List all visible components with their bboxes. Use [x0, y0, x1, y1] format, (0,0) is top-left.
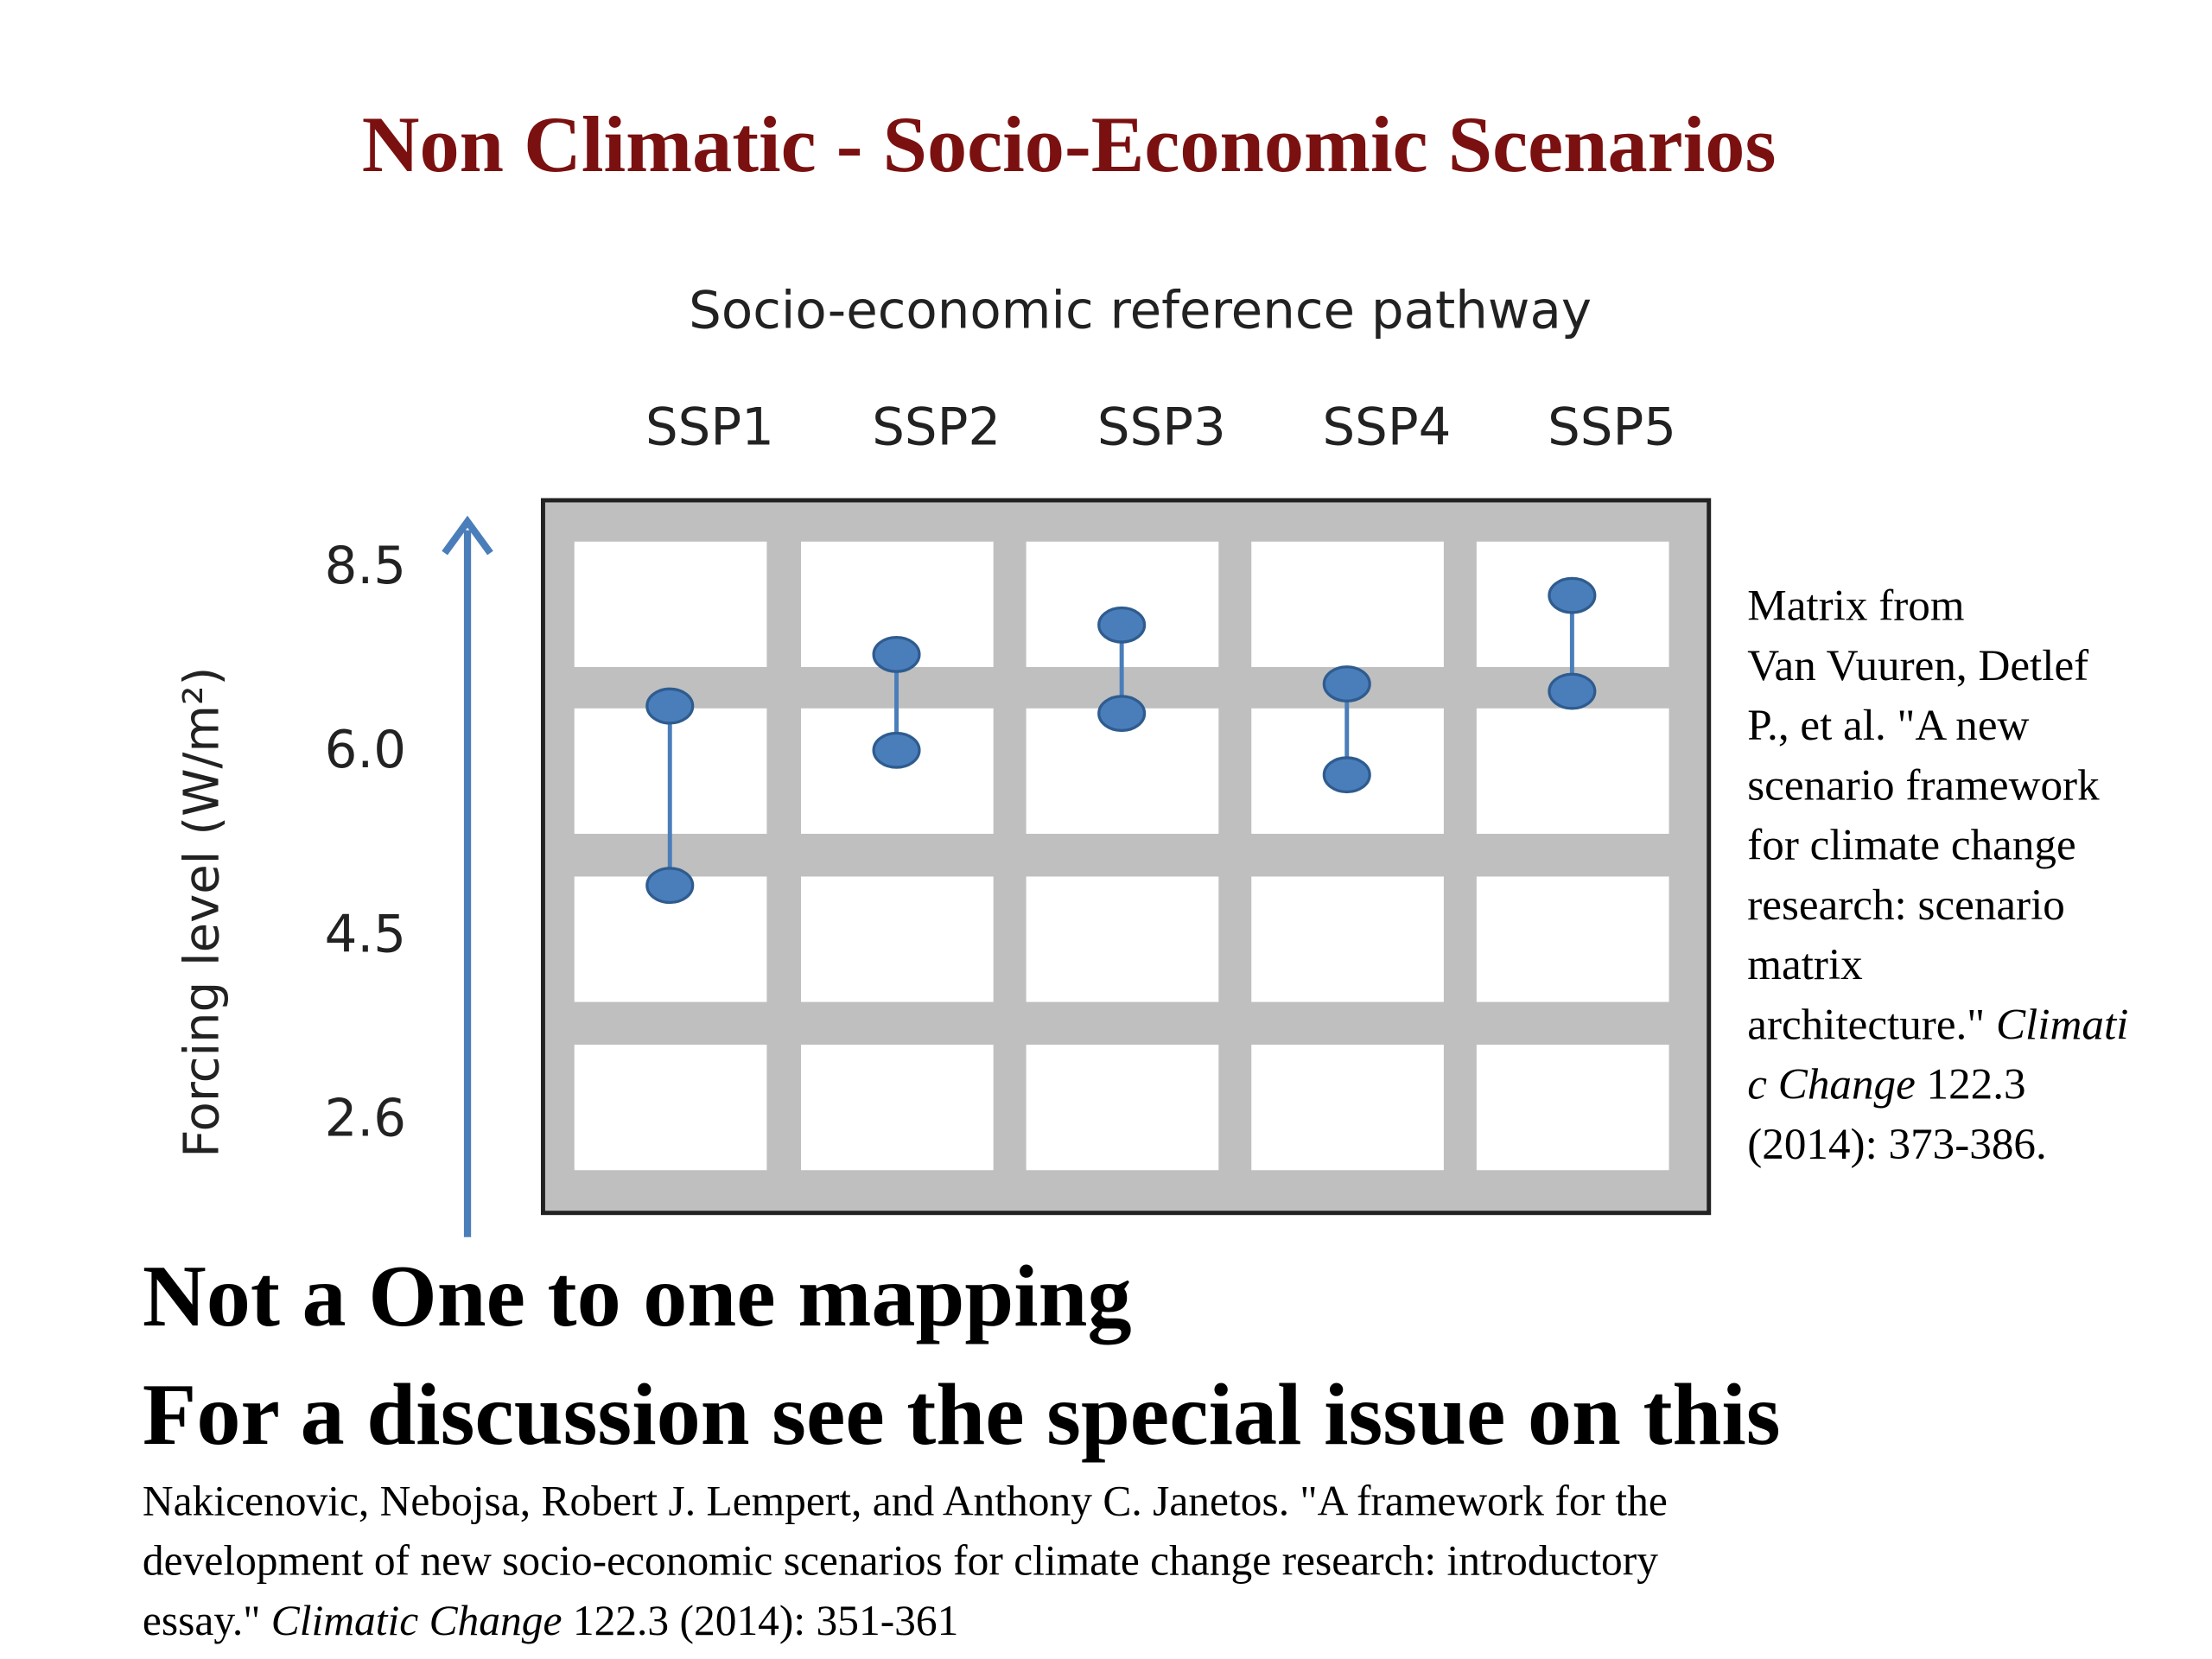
y-tick-label: 8.5 [325, 537, 406, 596]
headline: Not a One to one mapping [143, 1248, 1132, 1345]
text-line: research: scenario [1747, 880, 2065, 930]
text-segment: matrix [1747, 940, 1862, 989]
matrix-cell [801, 1045, 994, 1171]
text-segment: 122.3 [1916, 1060, 2026, 1109]
x-tick-label: SSP4 [1322, 398, 1451, 458]
text-segment: scenario framework [1747, 760, 2100, 810]
text-line: development of new socio-economic scenar… [143, 1537, 1658, 1585]
headline: For a discussion see the special issue o… [143, 1366, 1781, 1464]
range-high [645, 687, 695, 725]
text-segment: Matrix from [1747, 582, 1964, 631]
text-segment: architecture." [1747, 1000, 1996, 1049]
text-segment: research: scenario [1747, 880, 2065, 930]
matrix-cell [574, 1045, 767, 1171]
matrix-cell [1026, 876, 1219, 1002]
slide-title: Non Climatic - Socio-Economic Scenarios [362, 100, 1777, 188]
x-tick-label: SSP3 [1097, 398, 1226, 458]
x-tick-label: SSP2 [872, 398, 1001, 458]
y-tick-label: 4.5 [325, 905, 406, 964]
range-high [872, 635, 921, 673]
range-low [872, 731, 921, 769]
matrix-cell [1251, 541, 1444, 667]
matrix-cell [801, 876, 994, 1002]
text-line: essay." Climatic Change 122.3 (2014): 35… [143, 1597, 958, 1644]
text-line: for climate change [1747, 821, 2075, 870]
text-segment: Van Vuuren, Detlef [1747, 641, 2089, 690]
y-axis-title: Forcing level (W/m²) [174, 667, 230, 1158]
range-high [1548, 576, 1597, 614]
axis-arrowhead [442, 515, 493, 556]
x-tick-label: SSP5 [1548, 398, 1676, 458]
matrix-cell [1476, 876, 1669, 1002]
range-low [1097, 695, 1147, 733]
citation: Nakicenovic, Nebojsa, Robert J. Lempert,… [143, 1477, 1668, 1644]
text-segment: 122.3 (2014): 351-361 [562, 1597, 958, 1644]
text-segment: (2014): 373-386. [1747, 1120, 2046, 1169]
text-line: scenario framework [1747, 760, 2100, 810]
text-segment: c Change [1747, 1060, 1916, 1109]
x-axis-title: Socio-economic reference pathway [689, 281, 1592, 340]
matrix-cell [1476, 1045, 1669, 1171]
matrix-cell [1476, 708, 1669, 834]
text-line: matrix [1747, 940, 1862, 989]
x-tick-label: SSP1 [645, 398, 774, 458]
range-low [645, 867, 695, 905]
text-segment: essay." [143, 1597, 271, 1644]
range-low [1548, 672, 1597, 710]
matrix-cell [1026, 1045, 1219, 1171]
y-tick-label: 2.6 [325, 1090, 406, 1149]
range-low [1322, 756, 1371, 794]
text-line: c Change 122.3 [1747, 1060, 2025, 1109]
text-segment: Climatic Change [271, 1597, 563, 1644]
text-segment: development of new socio-economic scenar… [143, 1537, 1658, 1585]
range-high [1322, 665, 1371, 702]
text-segment: Climati [1996, 1000, 2128, 1049]
text-line: P., et al. "A new [1747, 701, 2029, 750]
text-line: Nakicenovic, Nebojsa, Robert J. Lempert,… [143, 1477, 1668, 1524]
text-line: (2014): 373-386. [1747, 1120, 2046, 1169]
matrix-cell [1251, 1045, 1444, 1171]
y-tick-label: 6.0 [325, 721, 406, 780]
text-segment: Nakicenovic, Nebojsa, Robert J. Lempert,… [143, 1477, 1668, 1524]
matrix-cell [574, 541, 767, 667]
side-note: Matrix from Van Vuuren, Detlef P., et al. … [1747, 582, 2128, 1170]
text-segment: for climate change [1747, 821, 2075, 870]
text-segment: P., et al. "A new [1747, 701, 2029, 750]
text-line: architecture." Climati [1747, 1000, 2128, 1049]
matrix-cell [1251, 876, 1444, 1002]
matrix-cells [574, 541, 1669, 1171]
text-line: Van Vuuren, Detlef [1747, 641, 2089, 690]
range-high [1097, 606, 1147, 644]
text-line: Matrix from [1747, 582, 1964, 631]
